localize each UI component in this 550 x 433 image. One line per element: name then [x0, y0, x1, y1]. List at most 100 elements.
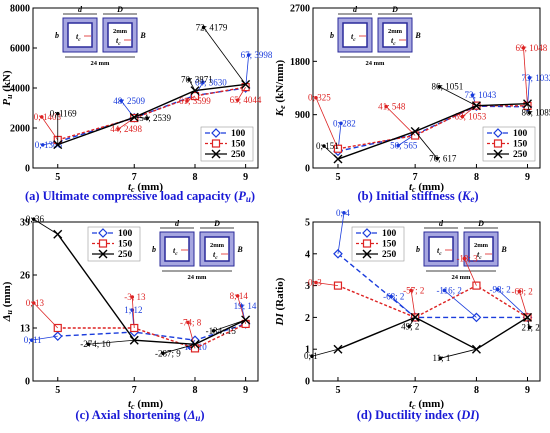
data-label-150-1: 0; 3: [308, 278, 322, 288]
label-pointer-250-1: [33, 218, 58, 235]
inset-2-2mm-label: 2mm: [210, 242, 225, 249]
label-dot-100-2: [119, 99, 124, 103]
label-pointer-150-1: [41, 116, 59, 141]
y-tick-label: 8000: [10, 4, 30, 15]
label-pointer-150-4: [519, 291, 528, 318]
label-dot-150-4: [517, 289, 522, 294]
legend-marker-250: [211, 149, 221, 159]
data-label-150-2: -3; 13: [124, 292, 146, 302]
label-dot-100-1: [29, 338, 34, 342]
label-dot-150-1: [314, 95, 318, 100]
legend-label-100: 100: [118, 229, 133, 239]
data-label-250-1: 0; 151: [316, 141, 339, 151]
legend-label-150: 150: [513, 140, 528, 150]
inset-0-tc-label-right: tc: [116, 36, 121, 47]
series-line-250: [57, 233, 246, 346]
chart-panel-1: 0 2000 4000 6000 8000 5 7 8 9 tc (mm) Pu (kN) d Db Bt…: [1, 4, 273, 205]
data-label-250-3: -287; 9: [155, 348, 181, 358]
y-tick-label: 3: [305, 281, 310, 292]
label-pointer-250-2: [414, 131, 438, 159]
inset-0-inner-left: [67, 22, 93, 48]
legend-label-150: 150: [118, 240, 133, 250]
label-dot-250-3: [187, 77, 191, 82]
inset-0-tc-label: tc: [76, 32, 81, 43]
inset-3-D-label: D: [477, 219, 484, 228]
inset-1-d-label: d: [353, 5, 358, 14]
label-pointer-250-1: [323, 145, 339, 160]
y-tick-label: 2000: [10, 124, 30, 135]
label-dot-150-4: [521, 46, 526, 50]
label-dot-100-2: [389, 294, 393, 299]
data-label-150-1: 0; 13: [26, 298, 45, 308]
label-pointer-250-1: [311, 348, 339, 357]
x-axis-label: tc (mm): [128, 398, 163, 411]
label-dot-150-2: [384, 104, 388, 109]
inset-2-D-label: D: [213, 219, 220, 228]
data-label-150-3: -74; 8: [180, 317, 202, 327]
inset-3-width-label: 24 mm: [452, 274, 472, 281]
legend-label-250: 250: [382, 250, 397, 260]
label-pointer-100-3: [444, 290, 477, 318]
inset-1-B-label: B: [414, 31, 421, 40]
legend-marker-100: [493, 128, 503, 138]
data-label-250-4: 86; 1085: [522, 108, 550, 118]
y-tick-label: 0: [25, 377, 30, 388]
label-dot-150-3: [186, 320, 190, 325]
legend-label-100: 100: [382, 229, 397, 239]
data-label-250-4: -134; 15: [206, 326, 237, 336]
label-dot-150-2: [130, 295, 135, 299]
data-label-100-1: 0; 1306: [35, 140, 63, 150]
x-tick-label: 9: [243, 385, 248, 396]
y-tick-label: 0: [25, 164, 30, 175]
data-label-100-2: 48; 2509: [113, 96, 145, 106]
x-axis-label: tc (mm): [409, 398, 444, 411]
label-pointer-250-4: [213, 319, 246, 332]
label-dot-100-2: [396, 143, 400, 148]
label-dot-100-3: [470, 93, 475, 97]
data-label-250-3: 70; 3871: [181, 75, 213, 85]
label-pointer-150-1: [315, 282, 339, 286]
legend-marker-250: [98, 249, 108, 259]
label-dot-250-1: [310, 354, 314, 359]
inset-2-tc-label: tc: [173, 246, 178, 257]
x-tick-label: 9: [243, 172, 248, 183]
label-dot-150-1: [31, 301, 36, 305]
label-pointer-150-4: [237, 86, 246, 101]
label-pointer-100-4: [245, 55, 250, 89]
y-tick-label: 26: [20, 271, 30, 282]
data-label-150-4: 8; 14: [230, 291, 249, 301]
label-pointer-100-1: [337, 212, 345, 254]
inset-2-width-label: 24 mm: [188, 274, 208, 281]
data-label-250-3: 11; 1: [432, 353, 450, 363]
inset-3-inner-left: [428, 236, 454, 262]
data-label-250-4: 72; 4179: [196, 22, 228, 32]
x-tick-label: 9: [525, 172, 530, 183]
inset-0-2mm-label: 2mm: [113, 28, 128, 35]
x-tick-label: 9: [525, 385, 530, 396]
inset-1-tc-label: tc: [351, 32, 356, 43]
x-tick-label: 8: [193, 385, 198, 396]
label-dot-250-3: [161, 351, 165, 356]
label-pointer-150-2: [131, 296, 135, 329]
label-dot-150-2: [116, 127, 121, 131]
series-line-100: [337, 253, 528, 319]
x-tick-label: 8: [193, 172, 198, 183]
y-tick-label: 4: [305, 249, 310, 260]
label-dot-250-3: [438, 356, 443, 361]
label-dot-100-1: [342, 211, 346, 215]
legend-label-100: 100: [231, 129, 246, 139]
chart-panel-2: 0 900 1800 2700 5 7 8 9 tc (mm) Ke (kN/mm) d Db Btc t…: [274, 4, 550, 205]
plot-frame: [312, 7, 541, 169]
data-label-250-1: 0; 1: [304, 351, 318, 361]
x-axis-label: tc (mm): [128, 181, 163, 194]
label-dot-100-3: [442, 288, 447, 293]
label-dot-150-3: [462, 256, 467, 261]
label-pointer-150-1: [33, 302, 59, 329]
inset-0-b-label: b: [55, 31, 59, 40]
legend-label-250: 250: [513, 150, 528, 160]
